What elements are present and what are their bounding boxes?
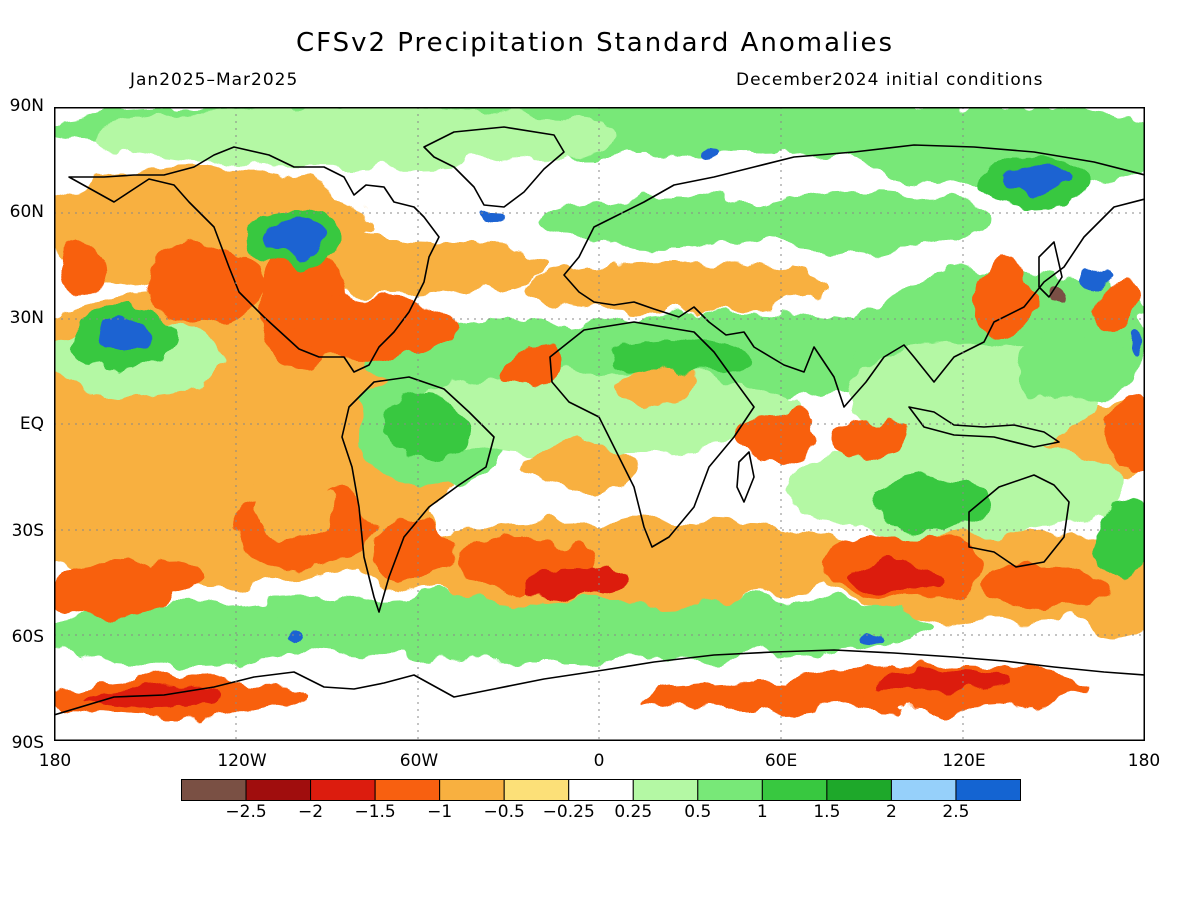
anomaly-patch bbox=[849, 559, 939, 595]
anomaly-patch bbox=[744, 192, 984, 252]
anomaly-patch bbox=[504, 347, 564, 387]
colorbar-swatch bbox=[697, 779, 763, 801]
colorbar-swatch bbox=[955, 779, 1022, 801]
lat-label-60s: 60S bbox=[11, 627, 44, 647]
colorbar-tick-label: −2.5 bbox=[225, 802, 267, 822]
anomaly-patch bbox=[1014, 337, 1134, 397]
lat-label-90n: 90N bbox=[9, 96, 44, 116]
lon-label-60e: 60E bbox=[764, 751, 798, 771]
colorbar-swatch bbox=[761, 779, 828, 801]
anomaly-patch bbox=[1094, 497, 1145, 577]
anomaly-patch bbox=[384, 392, 464, 462]
colorbar-swatch bbox=[826, 779, 892, 801]
eurasia-coast bbox=[563, 144, 1145, 408]
forecast-period: Jan2025–Mar2025 bbox=[130, 70, 299, 90]
lat-label-30n: 30N bbox=[9, 308, 44, 328]
japan-coast bbox=[1038, 241, 1063, 298]
anomaly-patch bbox=[1131, 327, 1145, 357]
lon-label-120w: 120W bbox=[217, 751, 267, 771]
anomaly-patch bbox=[524, 564, 624, 600]
colorbar-swatch bbox=[374, 779, 441, 801]
colorbar-swatch bbox=[568, 779, 634, 801]
colorbar-swatch bbox=[439, 779, 505, 801]
chart-title: CFSv2 Precipitation Standard Anomalies bbox=[295, 28, 895, 58]
anomaly-patch bbox=[281, 631, 297, 643]
lon-label-0: 0 bbox=[593, 751, 605, 771]
anomaly-patch bbox=[94, 323, 154, 351]
anomaly-patch bbox=[144, 559, 204, 595]
lat-label-60n: 60N bbox=[9, 202, 44, 222]
anomaly-patch bbox=[644, 683, 864, 711]
colorbar-tick-label: −2 bbox=[298, 802, 324, 822]
madagascar-coast bbox=[736, 451, 755, 503]
anomaly-patch bbox=[174, 592, 934, 662]
anomaly-patch bbox=[544, 197, 804, 247]
anomaly-patch bbox=[604, 337, 744, 377]
colorbar-tick-label: 1 bbox=[756, 802, 768, 822]
south-america-coast bbox=[341, 376, 495, 613]
lon-label-120e: 120E bbox=[942, 751, 986, 771]
lat-label-90s: 90S bbox=[11, 733, 44, 753]
anomaly-patch bbox=[294, 297, 454, 357]
lat-label-eq: EQ bbox=[19, 414, 44, 434]
anomaly-patch bbox=[54, 607, 324, 667]
anomaly-patch bbox=[874, 670, 1014, 694]
lon-label-180w: 180 bbox=[38, 751, 72, 771]
colorbar-swatch bbox=[181, 779, 247, 801]
antarctica-coast bbox=[54, 649, 1145, 716]
australia-coast bbox=[968, 474, 1070, 568]
colorbar-swatch bbox=[890, 779, 957, 801]
colorbar-tick-label: 0.25 bbox=[614, 802, 653, 822]
anomaly-patch bbox=[1082, 269, 1106, 285]
colorbar-swatch bbox=[503, 779, 570, 801]
colorbar-tick-label: 1.5 bbox=[813, 802, 841, 822]
anomaly-patch bbox=[864, 631, 884, 643]
anomaly-patch bbox=[64, 242, 104, 292]
colorbar-swatch bbox=[632, 779, 699, 801]
anomaly-patch bbox=[54, 557, 174, 617]
anomaly-patch bbox=[1094, 282, 1134, 332]
anomaly-patch bbox=[834, 419, 914, 455]
anomaly-patch bbox=[1049, 282, 1069, 302]
lat-label-30s: 30S bbox=[11, 521, 44, 541]
anomaly-patch bbox=[394, 372, 794, 452]
anomaly-patch bbox=[984, 567, 1104, 607]
colorbar-tick-label: 2.5 bbox=[942, 802, 970, 822]
anomaly-patch bbox=[144, 242, 264, 322]
colorbar-tick-label: −1.5 bbox=[354, 802, 396, 822]
lon-label-180e: 180 bbox=[1127, 751, 1161, 771]
colorbar-tick-label: −1 bbox=[427, 802, 453, 822]
maritime-continent-coast bbox=[908, 406, 1060, 448]
lon-label-60w: 60W bbox=[399, 751, 439, 771]
anomaly-patch bbox=[1104, 402, 1145, 472]
north-america-coast bbox=[68, 146, 440, 373]
colorbar-swatch bbox=[310, 779, 376, 801]
initial-conditions: December2024 initial conditions bbox=[736, 70, 1044, 90]
colorbar-swatch bbox=[245, 779, 312, 801]
colorbar-tick-label: 0.5 bbox=[684, 802, 712, 822]
anomaly-patch bbox=[482, 207, 506, 223]
anomaly-patch bbox=[254, 477, 334, 537]
anomaly-patch bbox=[999, 167, 1069, 191]
anomaly-patch bbox=[524, 262, 824, 312]
map-frame bbox=[54, 107, 1145, 741]
anomaly-patch bbox=[702, 146, 726, 158]
colorbar-tick-label: −0.5 bbox=[483, 802, 525, 822]
colorbar bbox=[181, 779, 1022, 801]
anomaly-patch bbox=[266, 217, 322, 257]
greenland-coast bbox=[423, 126, 565, 208]
anomaly-patch bbox=[84, 687, 224, 707]
anomaly-patch bbox=[524, 442, 644, 492]
anomaly-map bbox=[54, 107, 1145, 741]
anomaly-patch bbox=[874, 477, 994, 527]
anomaly-patch bbox=[974, 257, 1034, 337]
anomaly-patch bbox=[94, 107, 614, 167]
colorbar-tick-label: 2 bbox=[886, 802, 897, 822]
map-gridlines bbox=[54, 107, 1145, 741]
colorbar-tick-label: −0.25 bbox=[542, 802, 595, 822]
